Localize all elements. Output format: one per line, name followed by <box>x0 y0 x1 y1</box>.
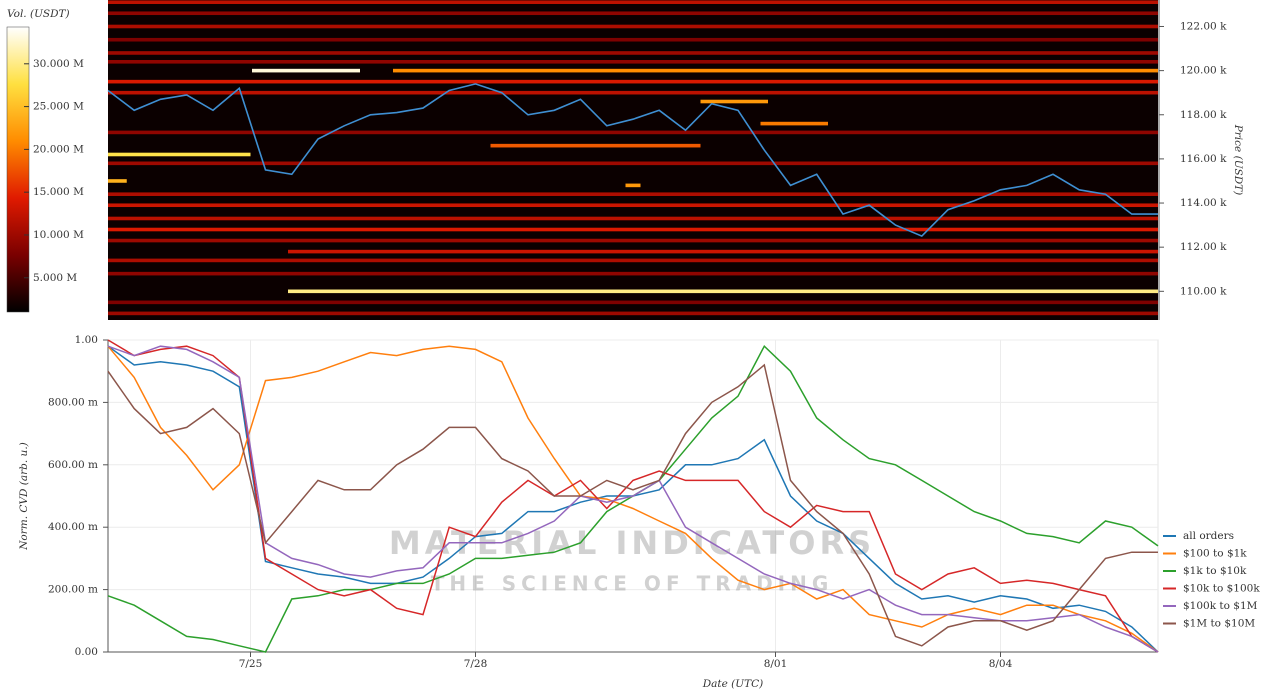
liquidity-band <box>490 143 701 148</box>
y-tick-label: 116.00 k <box>1180 153 1227 165</box>
liquidity-band <box>108 161 1158 166</box>
liquidity-band <box>108 59 1158 64</box>
x-tick-label: 8/01 <box>764 658 788 670</box>
colorbar <box>6 26 30 313</box>
liquidity-band <box>108 192 1158 197</box>
colorbar-label: Vol. (USDT) <box>7 8 70 20</box>
cvd-line <box>107 363 1158 647</box>
legend-label: $100k to $1M <box>1183 600 1258 612</box>
y-axis-label: Price (USDT) <box>1232 124 1244 196</box>
liquidity-band <box>108 258 1158 263</box>
liquidity-band <box>760 121 828 126</box>
liquidity-band <box>108 0 1158 5</box>
liquidity-band <box>108 203 1158 208</box>
liquidity-band <box>108 179 127 183</box>
y-tick-label: 200.00 m <box>48 584 98 596</box>
y-tick-label: 800.00 m <box>48 396 98 408</box>
y-tick-label: 118.00 k <box>1180 109 1227 121</box>
liquidity-band <box>108 216 1158 221</box>
liquidity-band <box>108 152 251 157</box>
liquidity-band <box>108 130 1158 135</box>
liquidity-band <box>288 249 1158 254</box>
colorbar-tick-label: 10.000 M <box>33 229 84 241</box>
legend-label: $100 to $1k <box>1183 548 1247 560</box>
legend-label: $10k to $100k <box>1183 583 1260 595</box>
y-tick-label: 114.00 k <box>1180 197 1227 209</box>
liquidity-band <box>108 271 1158 276</box>
cvd-line <box>107 339 1159 653</box>
liquidity-band <box>108 90 1158 95</box>
colorbar-tick-label: 30.000 M <box>33 58 84 70</box>
liquidity-band <box>108 227 1158 232</box>
liquidity-band <box>108 238 1158 243</box>
cvd-line <box>107 345 1159 653</box>
y-tick-label: 400.00 m <box>48 521 98 533</box>
liquidity-band <box>625 183 641 188</box>
liquidity-band <box>393 68 1158 73</box>
liquidity-band <box>108 300 1158 305</box>
price-line <box>107 83 1158 238</box>
legend-label: all orders <box>1183 530 1234 542</box>
y-tick-label: 600.00 m <box>48 459 98 471</box>
liquidity-band <box>108 79 1158 84</box>
liquidity-band <box>108 11 1158 16</box>
watermark: THE SCIENCE OF TRADING <box>431 572 834 596</box>
liquidity-band <box>108 37 1158 42</box>
x-tick-label: 7/25 <box>239 658 263 670</box>
colorbar-tick-label: 20.000 M <box>33 143 84 155</box>
colorbar-tick-label: 5.000 M <box>33 272 77 284</box>
legend-label: $1M to $10M <box>1183 618 1255 630</box>
y-tick-label: 122.00 k <box>1180 20 1227 32</box>
liquidity-band <box>700 99 768 104</box>
y-tick-label: 120.00 k <box>1180 65 1227 77</box>
liquidity-band <box>108 51 1158 55</box>
liquidity-band <box>108 24 1158 29</box>
y-axis-label: Norm. CVD (arb. u.) <box>18 442 30 551</box>
y-tick-label: 1.00 <box>75 334 98 346</box>
y-tick-label: 110.00 k <box>1180 285 1227 297</box>
liquidity-band <box>288 289 1158 294</box>
cvd-line <box>107 345 1159 653</box>
y-tick-label: 0.00 <box>75 646 98 658</box>
legend-label: $1k to $10k <box>1183 565 1247 577</box>
colorbar-tick-label: 25.000 M <box>33 101 84 113</box>
liquidity-band <box>252 68 360 73</box>
x-tick-label: 8/04 <box>989 658 1013 670</box>
colorbar-tick-label: 15.000 M <box>33 186 84 198</box>
y-tick-label: 112.00 k <box>1180 241 1227 253</box>
x-tick-label: 7/28 <box>464 658 488 670</box>
liquidity-band <box>108 311 1158 316</box>
x-axis-label: Date (UTC) <box>702 678 764 690</box>
